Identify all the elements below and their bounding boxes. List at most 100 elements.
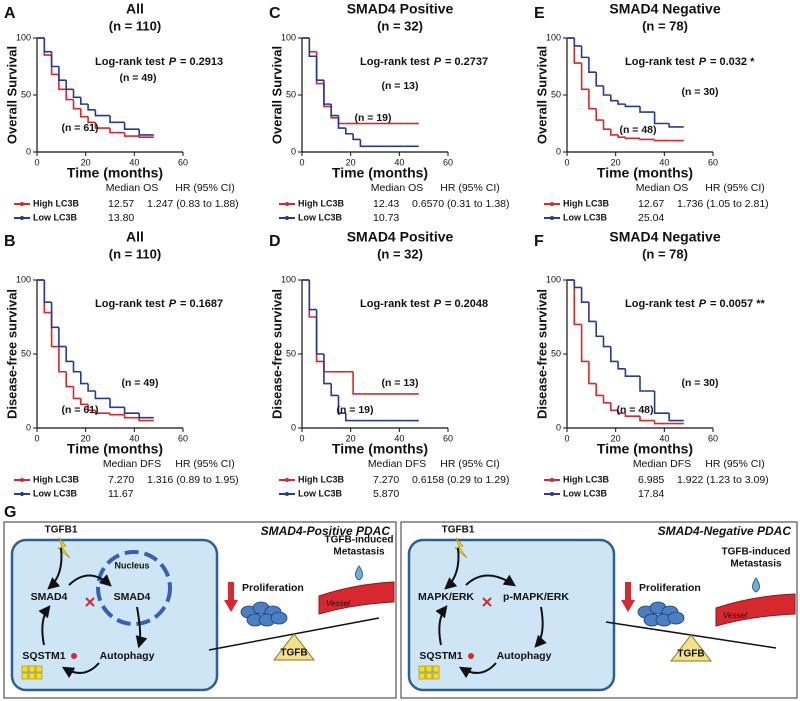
stat-header: Median DFS xyxy=(633,458,691,470)
x-tick-label: 0 xyxy=(34,157,39,167)
legend-label: Low LC3B xyxy=(33,488,77,498)
stat-cell: 1.247 (0.83 to 1.88) xyxy=(147,198,239,210)
chart-subtitle: (n = 78) xyxy=(642,18,688,33)
aggregate xyxy=(21,672,29,680)
survival-step xyxy=(352,133,361,141)
panel-letter: C xyxy=(269,5,281,22)
n-label: (n = 61) xyxy=(61,404,98,416)
legend-label: High LC3B xyxy=(33,474,79,484)
survival-step xyxy=(624,137,640,140)
survival-step xyxy=(123,414,140,419)
logrank-value: = 0.2737 xyxy=(445,56,488,68)
node: Autophagy xyxy=(497,650,552,662)
chart-subtitle: (n = 110) xyxy=(109,246,161,261)
survival-step xyxy=(58,327,67,348)
cell-cluster xyxy=(270,611,288,625)
survival-step xyxy=(595,72,604,87)
survival-step xyxy=(80,398,89,406)
stat-cell: 0.6158 (0.29 to 1.29) xyxy=(412,474,510,486)
survival-step xyxy=(308,280,317,311)
survival-step xyxy=(330,383,339,397)
inhibit-x xyxy=(85,597,95,607)
drop xyxy=(355,565,363,581)
vessel-label: Vessel xyxy=(723,611,747,620)
chart-title: SMAD4 Positive xyxy=(347,1,454,17)
x-tick-label: 40 xyxy=(129,433,139,443)
n-label: (n = 48) xyxy=(619,124,656,136)
logrank-value: = 0.2048 xyxy=(445,298,488,310)
chart-title: SMAD4 Positive xyxy=(347,229,454,245)
logrank-annotation: Log-rank test P = 0.032 * xyxy=(625,56,755,68)
survival-step xyxy=(573,38,582,64)
survival-step xyxy=(65,80,74,91)
legend-dot xyxy=(20,216,24,220)
y-axis-label: Overall Survival xyxy=(534,46,549,144)
x-tick-label: 20 xyxy=(611,433,621,443)
node: SMAD4 xyxy=(114,591,151,603)
x-tick-label: 60 xyxy=(178,433,188,443)
arrow xyxy=(465,574,516,587)
survival-step xyxy=(80,97,89,105)
survival-step xyxy=(123,407,140,414)
survival-step xyxy=(109,115,125,124)
node-dot xyxy=(468,653,474,659)
y-tick-label: 50 xyxy=(286,348,296,358)
panel-letter: F xyxy=(534,233,544,250)
y-tick-label: 0 xyxy=(556,146,561,156)
logrank-p: P xyxy=(699,56,707,68)
survival-step xyxy=(602,85,611,96)
node: MAPK/ERK xyxy=(418,591,474,603)
survival-step xyxy=(87,116,96,124)
stat-cell: 7.270 xyxy=(108,474,134,486)
survival-step xyxy=(323,354,332,385)
stat-cell: 25.04 xyxy=(638,212,664,224)
survival-step xyxy=(50,55,59,76)
x-tick-label: 40 xyxy=(394,433,404,443)
aggregate xyxy=(432,665,440,673)
survival-step xyxy=(668,413,684,422)
survival-step xyxy=(588,89,597,110)
lightning xyxy=(57,537,71,559)
panel-letter: E xyxy=(534,5,545,22)
fulcrum xyxy=(272,633,316,661)
inhibit-x xyxy=(482,597,492,607)
logrank-value: = 0.1687 xyxy=(180,298,223,310)
metastasis-label: TGFB-induced xyxy=(325,535,394,546)
survival-step xyxy=(617,361,626,370)
survival-step xyxy=(639,138,655,141)
y-axis-label: Overall Survival xyxy=(4,46,19,144)
y-tick-label: 0 xyxy=(291,146,296,156)
survival-step xyxy=(138,413,154,419)
legend-dot xyxy=(285,216,289,220)
nucleus xyxy=(96,550,172,626)
aggregate xyxy=(418,665,426,673)
arrow xyxy=(435,605,448,646)
survival-step xyxy=(94,391,110,400)
panel-title: SMAD4-Negative PDAC xyxy=(658,524,792,538)
stat-cell: 17.84 xyxy=(638,488,664,500)
n-label: (n = 49) xyxy=(121,377,158,389)
survival-step xyxy=(668,123,684,128)
stat-cell: 10.73 xyxy=(373,212,399,224)
logrank-value: = 0.2913 xyxy=(180,56,223,68)
y-tick-label: 100 xyxy=(546,32,561,42)
legend-label: Low LC3B xyxy=(563,488,607,498)
survival-step xyxy=(43,38,52,56)
aggregate xyxy=(425,665,433,673)
survival-step xyxy=(653,139,670,142)
panel-letter: D xyxy=(269,233,281,250)
survival-step xyxy=(624,368,640,377)
survival-step xyxy=(595,108,604,121)
aggregate xyxy=(28,672,36,680)
logrank-p: P xyxy=(169,56,177,68)
vessel-band xyxy=(318,581,395,615)
x-tick-label: 60 xyxy=(708,157,718,167)
survival-step xyxy=(65,89,74,101)
survival-step xyxy=(602,336,611,348)
x-axis-label: Time (months) xyxy=(597,165,693,181)
legend-dot xyxy=(550,478,554,482)
legend-dot xyxy=(550,202,554,206)
n-label: (n = 13) xyxy=(381,377,418,389)
survival-step xyxy=(58,66,67,81)
nucleus-label: Nucleus xyxy=(114,560,149,570)
